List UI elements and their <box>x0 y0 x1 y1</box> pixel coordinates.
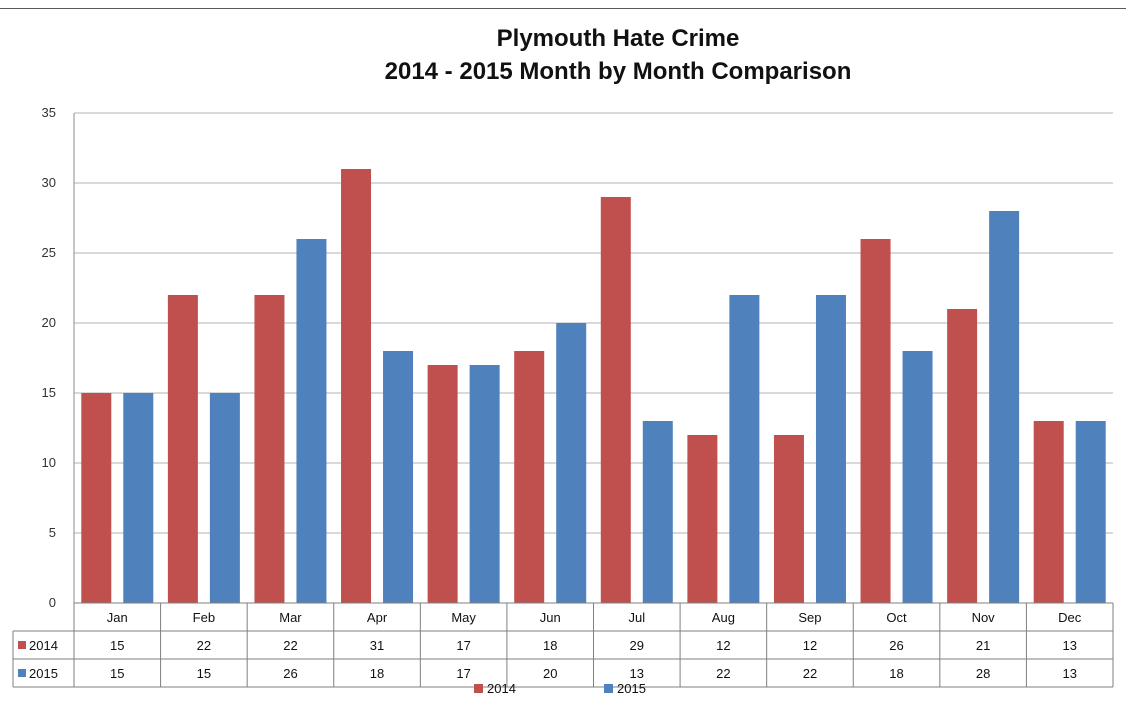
x-tick-label: Feb <box>193 610 215 625</box>
bar-2014-feb <box>167 295 198 603</box>
table-legend-key <box>18 641 26 649</box>
bar-2014-oct <box>860 239 891 603</box>
bar-2015-dec <box>1075 421 1106 603</box>
table-cell-value: 13 <box>630 666 644 681</box>
table-cell-value: 12 <box>803 638 817 653</box>
table-cell-value: 15 <box>197 666 211 681</box>
table-cell-value: 22 <box>803 666 817 681</box>
table-cell-value: 21 <box>976 638 990 653</box>
table-cell-value: 29 <box>630 638 644 653</box>
x-tick-label: Dec <box>1058 610 1082 625</box>
x-tick-label: Jan <box>107 610 128 625</box>
top-rule <box>0 8 1126 9</box>
x-tick-label: Apr <box>367 610 388 625</box>
table-series-label: 2014 <box>29 638 58 653</box>
bar-2015-nov <box>989 211 1020 603</box>
table-cell-value: 20 <box>543 666 557 681</box>
x-tick-label: Sep <box>798 610 821 625</box>
bar-2015-oct <box>902 351 933 603</box>
y-tick-label: 35 <box>42 105 56 120</box>
table-cell-value: 17 <box>456 638 470 653</box>
table-cell-value: 18 <box>370 666 384 681</box>
y-tick-label: 10 <box>42 455 56 470</box>
bar-2015-jun <box>556 323 587 603</box>
bar-2015-mar <box>296 239 327 603</box>
x-tick-label: Jun <box>540 610 561 625</box>
bar-2014-may <box>427 365 458 603</box>
bar-2014-mar <box>254 295 285 603</box>
bar-2015-jan <box>123 393 154 603</box>
table-cell-value: 13 <box>1062 666 1076 681</box>
table-cell-value: 31 <box>370 638 384 653</box>
table-cell-value: 15 <box>110 638 124 653</box>
table-cell-value: 17 <box>456 666 470 681</box>
bar-2014-apr <box>341 169 372 603</box>
chart-subtitle: 2014 - 2015 Month by Month Comparison <box>384 58 852 85</box>
table-cell-value: 28 <box>976 666 990 681</box>
table-cell-value: 12 <box>716 638 730 653</box>
bar-2014-aug <box>687 435 718 603</box>
x-tick-label: Aug <box>712 610 735 625</box>
bar-2015-feb <box>209 393 240 603</box>
bar-2015-sep <box>815 295 846 603</box>
bar-2015-aug <box>729 295 760 603</box>
bar-2014-jun <box>514 351 545 603</box>
legend-label: 2015 <box>617 681 646 696</box>
x-tick-label: Jul <box>628 610 645 625</box>
bar-2015-jul <box>642 421 673 603</box>
bar-2014-nov <box>947 309 978 603</box>
bar-2014-jul <box>600 197 631 603</box>
table-series-label: 2015 <box>29 666 58 681</box>
bar-2014-dec <box>1033 421 1064 603</box>
chart-title-block: Plymouth Hate Crime 2014 - 2015 Month by… <box>0 22 1126 88</box>
chart-title: Plymouth Hate Crime <box>496 25 740 52</box>
y-tick-label: 20 <box>42 315 56 330</box>
table-cell-value: 22 <box>283 638 297 653</box>
table-legend-key <box>18 669 26 677</box>
y-tick-label: 30 <box>42 175 56 190</box>
x-tick-label: May <box>451 610 476 625</box>
table-cell-value: 15 <box>110 666 124 681</box>
legend-swatch <box>474 684 483 693</box>
legend-swatch <box>604 684 613 693</box>
table-cell-value: 26 <box>283 666 297 681</box>
table-cell-value: 26 <box>889 638 903 653</box>
bar-2015-may <box>469 365 500 603</box>
bar-2014-jan <box>81 393 112 603</box>
y-tick-label: 0 <box>49 595 56 610</box>
table-cell-value: 22 <box>197 638 211 653</box>
x-tick-label: Oct <box>886 610 907 625</box>
x-tick-label: Nov <box>972 610 996 625</box>
legend-label: 2014 <box>487 681 516 696</box>
bar-2015-apr <box>383 351 414 603</box>
table-cell-value: 18 <box>889 666 903 681</box>
x-tick-label: Mar <box>279 610 302 625</box>
y-tick-label: 25 <box>42 245 56 260</box>
table-cell-value: 18 <box>543 638 557 653</box>
bar-2014-sep <box>773 435 804 603</box>
table-cell-value: 22 <box>716 666 730 681</box>
y-tick-label: 5 <box>49 525 56 540</box>
table-cell-value: 13 <box>1062 638 1076 653</box>
y-tick-label: 15 <box>42 385 56 400</box>
